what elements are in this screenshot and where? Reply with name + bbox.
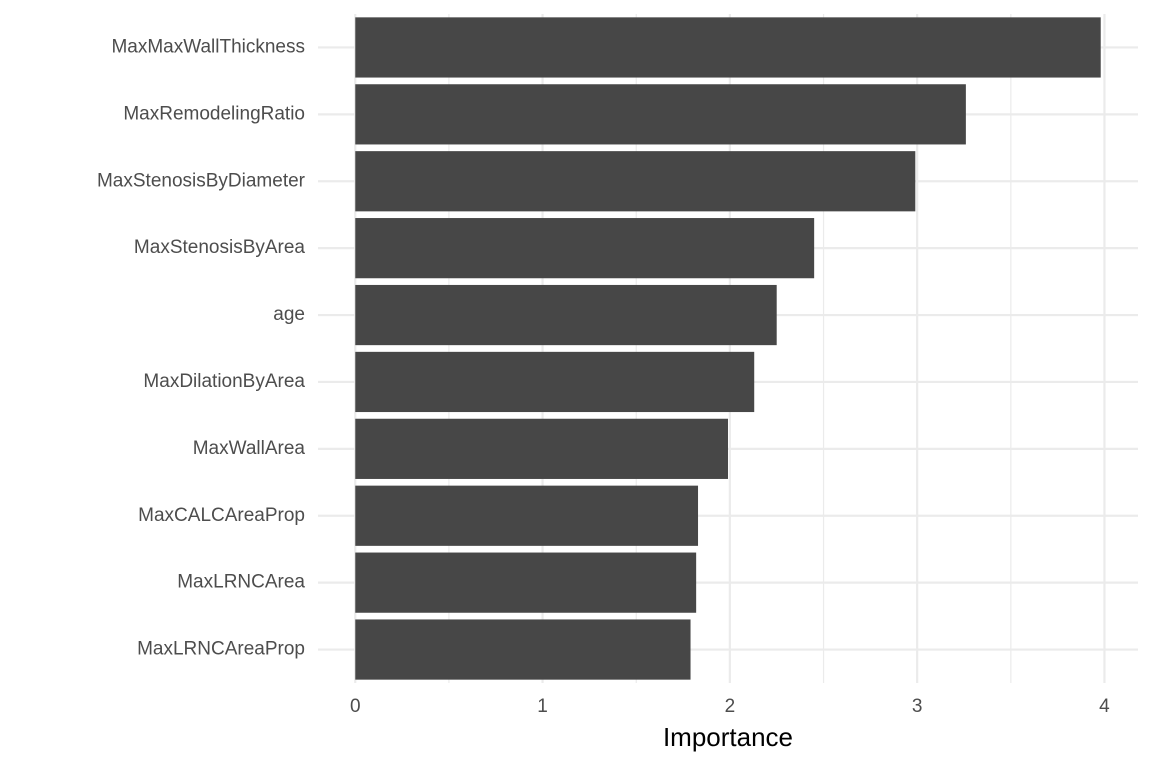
y-tick-label: MaxMaxWallThickness (111, 36, 305, 57)
bar (355, 552, 697, 613)
y-tick-label: age (273, 304, 305, 325)
x-tick-label: 4 (1099, 696, 1110, 717)
y-tick-label: MaxDilationByArea (143, 371, 305, 392)
bar (355, 619, 691, 680)
bar (355, 218, 815, 279)
y-tick-label: MaxWallArea (193, 438, 306, 459)
x-tick-label: 1 (537, 696, 548, 717)
y-tick-label: MaxStenosisByDiameter (97, 170, 306, 191)
x-tick-label: 0 (350, 696, 361, 717)
x-tick-label: 3 (912, 696, 923, 717)
bar (355, 485, 699, 546)
y-tick-label: MaxLRNCArea (177, 572, 305, 593)
y-tick-label: MaxRemodelingRatio (123, 103, 305, 124)
y-tick-label: MaxLRNCAreaProp (137, 639, 305, 660)
bar (355, 84, 966, 145)
bar (355, 418, 728, 479)
bar (355, 351, 755, 413)
bar (355, 17, 1101, 78)
bar (355, 284, 777, 346)
x-tick-label: 2 (725, 696, 736, 717)
bar (355, 151, 916, 212)
y-tick-label: MaxStenosisByArea (134, 237, 306, 258)
x-axis-title: Importance (663, 722, 793, 752)
y-tick-label: MaxCALCAreaProp (138, 505, 305, 526)
